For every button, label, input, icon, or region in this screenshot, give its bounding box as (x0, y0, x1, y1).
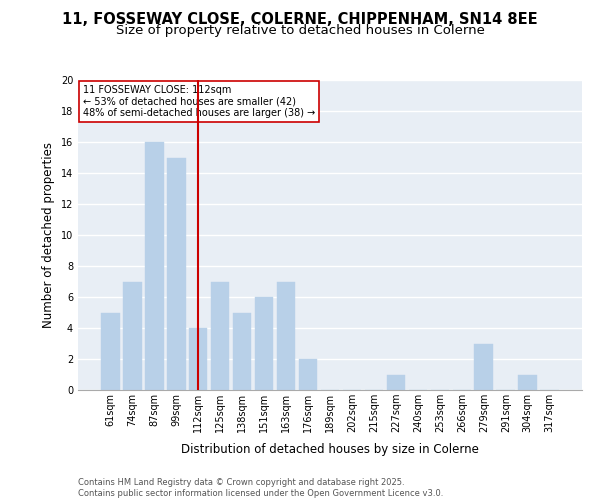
Bar (233, 312, 251, 390)
Text: 11 FOSSEWAY CLOSE: 112sqm
← 53% of detached houses are smaller (42)
48% of semi-: 11 FOSSEWAY CLOSE: 112sqm ← 53% of detac… (83, 84, 315, 118)
Bar (145, 142, 164, 390)
Y-axis label: Number of detached properties: Number of detached properties (42, 142, 55, 328)
Bar (386, 374, 405, 390)
Bar (475, 344, 493, 390)
Bar (211, 282, 229, 390)
X-axis label: Distribution of detached houses by size in Colerne: Distribution of detached houses by size … (181, 444, 479, 456)
Bar (123, 282, 142, 390)
Bar (518, 374, 537, 390)
Bar (277, 282, 295, 390)
Bar (101, 312, 119, 390)
Bar (299, 359, 317, 390)
Bar (189, 328, 208, 390)
Text: 11, FOSSEWAY CLOSE, COLERNE, CHIPPENHAM, SN14 8EE: 11, FOSSEWAY CLOSE, COLERNE, CHIPPENHAM,… (62, 12, 538, 28)
Text: Contains HM Land Registry data © Crown copyright and database right 2025.
Contai: Contains HM Land Registry data © Crown c… (78, 478, 443, 498)
Text: Size of property relative to detached houses in Colerne: Size of property relative to detached ho… (116, 24, 484, 37)
Bar (167, 158, 185, 390)
Bar (255, 297, 274, 390)
